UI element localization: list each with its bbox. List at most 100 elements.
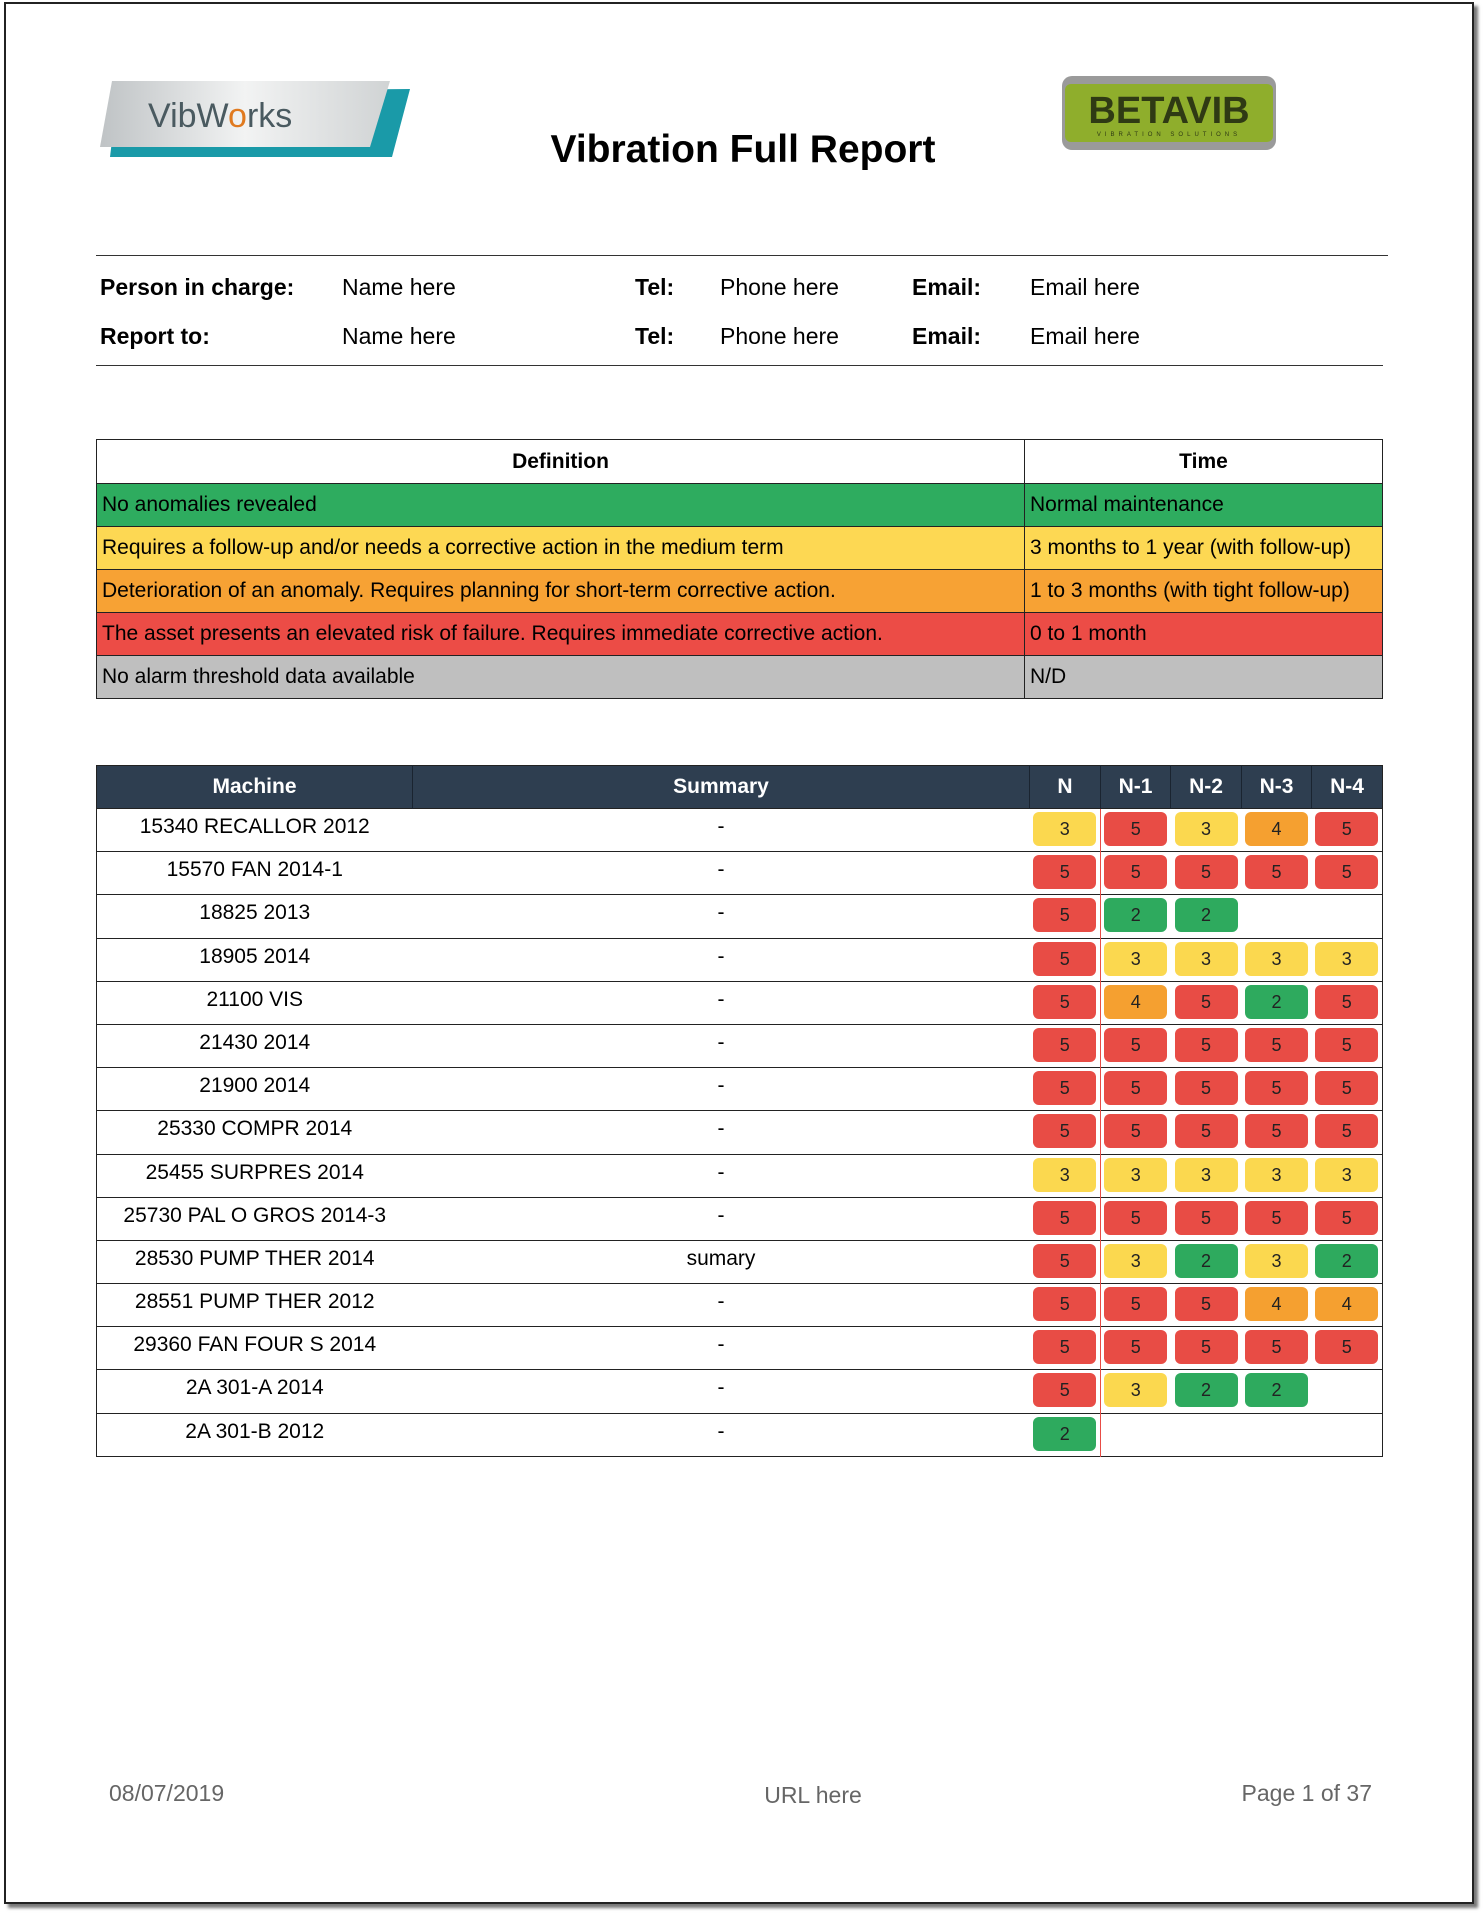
status-badge: 3 — [1245, 941, 1308, 976]
status-cell: 5 — [1100, 1326, 1171, 1370]
status-cell: 5 — [1241, 1326, 1312, 1370]
status-cell: 2 — [1029, 1412, 1101, 1457]
summary-cell: - — [412, 1023, 1030, 1068]
status-cell: 5 — [1311, 1023, 1383, 1068]
status-cell: 3 — [1100, 1369, 1171, 1414]
status-cell: 3 — [1100, 937, 1171, 982]
status-cell: 3 — [1311, 1153, 1383, 1198]
table-row: 25455 SURPRES 2014-3 3 3 3 3 — [96, 1153, 1383, 1198]
machine-name: 25330 COMPR 2014 — [96, 1110, 413, 1154]
footer-url[interactable]: URL here — [764, 1782, 862, 1808]
status-cell: 2 — [1100, 894, 1171, 939]
column-header: N-3 — [1241, 765, 1312, 809]
divider — [96, 255, 1388, 256]
status-badge: 5 — [1033, 1114, 1097, 1149]
status-badge: 5 — [1033, 1373, 1097, 1408]
status-badge: 5 — [1174, 1114, 1238, 1149]
status-cell: 2 — [1241, 980, 1312, 1025]
status-cell: 5 — [1241, 1110, 1312, 1154]
summary-cell: - — [412, 851, 1030, 895]
status-badge: 5 — [1245, 1027, 1308, 1062]
machine-name: 2A 301-A 2014 — [96, 1369, 413, 1414]
status-cell-empty — [1170, 1412, 1242, 1457]
status-cell-empty — [1311, 894, 1383, 939]
status-badge: 3 — [1174, 941, 1238, 976]
status-badge: 5 — [1174, 984, 1238, 1019]
status-cell: 5 — [1170, 1110, 1242, 1154]
status-cell: 5 — [1029, 1326, 1101, 1370]
status-cell: 5 — [1029, 851, 1101, 895]
status-badge: 5 — [1174, 1200, 1238, 1235]
status-cell: 4 — [1241, 1283, 1312, 1327]
contact-name: Name here — [342, 274, 456, 300]
legend-row: The asset presents an elevated risk of f… — [96, 612, 1383, 656]
status-cell: 3 — [1241, 937, 1312, 982]
status-badge: 5 — [1315, 1200, 1379, 1235]
status-cell: 5 — [1311, 807, 1383, 852]
status-cell: 3 — [1241, 1239, 1312, 1284]
status-cell: 5 — [1241, 1067, 1312, 1111]
status-badge: 5 — [1104, 1287, 1168, 1322]
status-cell: 5 — [1170, 1326, 1242, 1370]
status-badge: 5 — [1315, 855, 1379, 890]
status-cell: 5 — [1241, 851, 1312, 895]
status-badge: 3 — [1104, 1373, 1168, 1408]
contact-label: Report to: — [100, 323, 210, 349]
status-cell: 5 — [1311, 851, 1383, 895]
status-badge: 5 — [1033, 898, 1097, 933]
status-cell: 5 — [1311, 1110, 1383, 1154]
status-badge: 5 — [1033, 1200, 1097, 1235]
summary-cell: - — [412, 1110, 1030, 1154]
status-badge: 5 — [1104, 1071, 1168, 1106]
status-badge: 5 — [1104, 1114, 1168, 1149]
contact-phone: Phone here — [720, 274, 839, 300]
contact-email: Email here — [1030, 274, 1140, 300]
status-badge: 2 — [1174, 1243, 1238, 1278]
machine-name: 18825 2013 — [96, 894, 413, 939]
legend-row: Deterioration of an anomaly. Requires pl… — [96, 569, 1383, 613]
status-cell: 3 — [1170, 807, 1242, 852]
status-cell: 5 — [1100, 1196, 1171, 1241]
status-badge: 4 — [1104, 984, 1168, 1019]
status-cell: 5 — [1100, 1067, 1171, 1111]
status-cell: 5 — [1100, 851, 1171, 895]
status-cell: 2 — [1170, 894, 1242, 939]
status-cell: 5 — [1029, 1110, 1101, 1154]
status-badge: 3 — [1245, 1157, 1308, 1192]
table-row: 25330 COMPR 2014-5 5 5 5 5 — [96, 1110, 1383, 1154]
table-row: 29360 FAN FOUR S 2014-5 5 5 5 5 — [96, 1326, 1383, 1370]
status-badge: 3 — [1245, 1243, 1308, 1278]
status-cell: 3 — [1311, 937, 1383, 982]
status-cell: 5 — [1170, 980, 1242, 1025]
status-badge: 3 — [1315, 941, 1379, 976]
column-header: N-1 — [1100, 765, 1171, 809]
table-row: 21100 VIS -5 4 5 2 5 — [96, 980, 1383, 1025]
status-cell: 4 — [1311, 1283, 1383, 1327]
contact-name: Name here — [342, 323, 456, 349]
machine-name: 25730 PAL O GROS 2014-3 — [96, 1196, 413, 1241]
status-cell: 5 — [1029, 1067, 1101, 1111]
status-cell: 3 — [1241, 1153, 1312, 1198]
status-badge: 5 — [1033, 1027, 1097, 1062]
table-row: 2A 301-B 2012-2 — [96, 1412, 1383, 1457]
table-row: 21430 2014-5 5 5 5 5 — [96, 1023, 1383, 1068]
status-cell: 5 — [1029, 894, 1101, 939]
status-cell: 4 — [1100, 980, 1171, 1025]
status-badge: 5 — [1245, 1330, 1308, 1365]
status-badge: 5 — [1033, 941, 1097, 976]
table-row: 15570 FAN 2014-1-5 5 5 5 5 — [96, 851, 1383, 895]
status-cell: 5 — [1241, 1196, 1312, 1241]
status-cell: 5 — [1170, 851, 1242, 895]
status-badge: 3 — [1174, 812, 1238, 846]
status-badge: 2 — [1174, 1373, 1238, 1408]
status-cell: 5 — [1170, 1023, 1242, 1068]
summary-cell: - — [412, 1153, 1030, 1198]
status-cell-empty — [1311, 1369, 1383, 1414]
status-badge: 2 — [1245, 1373, 1308, 1408]
legend-row: No alarm threshold data available N/D — [96, 655, 1383, 699]
table-row: 28530 PUMP THER 2014 sumary 5 3 2 3 2 — [96, 1239, 1383, 1284]
svg-text:VIBRATION SOLUTIONS: VIBRATION SOLUTIONS — [1097, 132, 1241, 138]
status-cell: 5 — [1311, 1326, 1383, 1370]
summary-cell: - — [412, 980, 1030, 1025]
vibworks-logo: VibWorks — [100, 81, 410, 157]
